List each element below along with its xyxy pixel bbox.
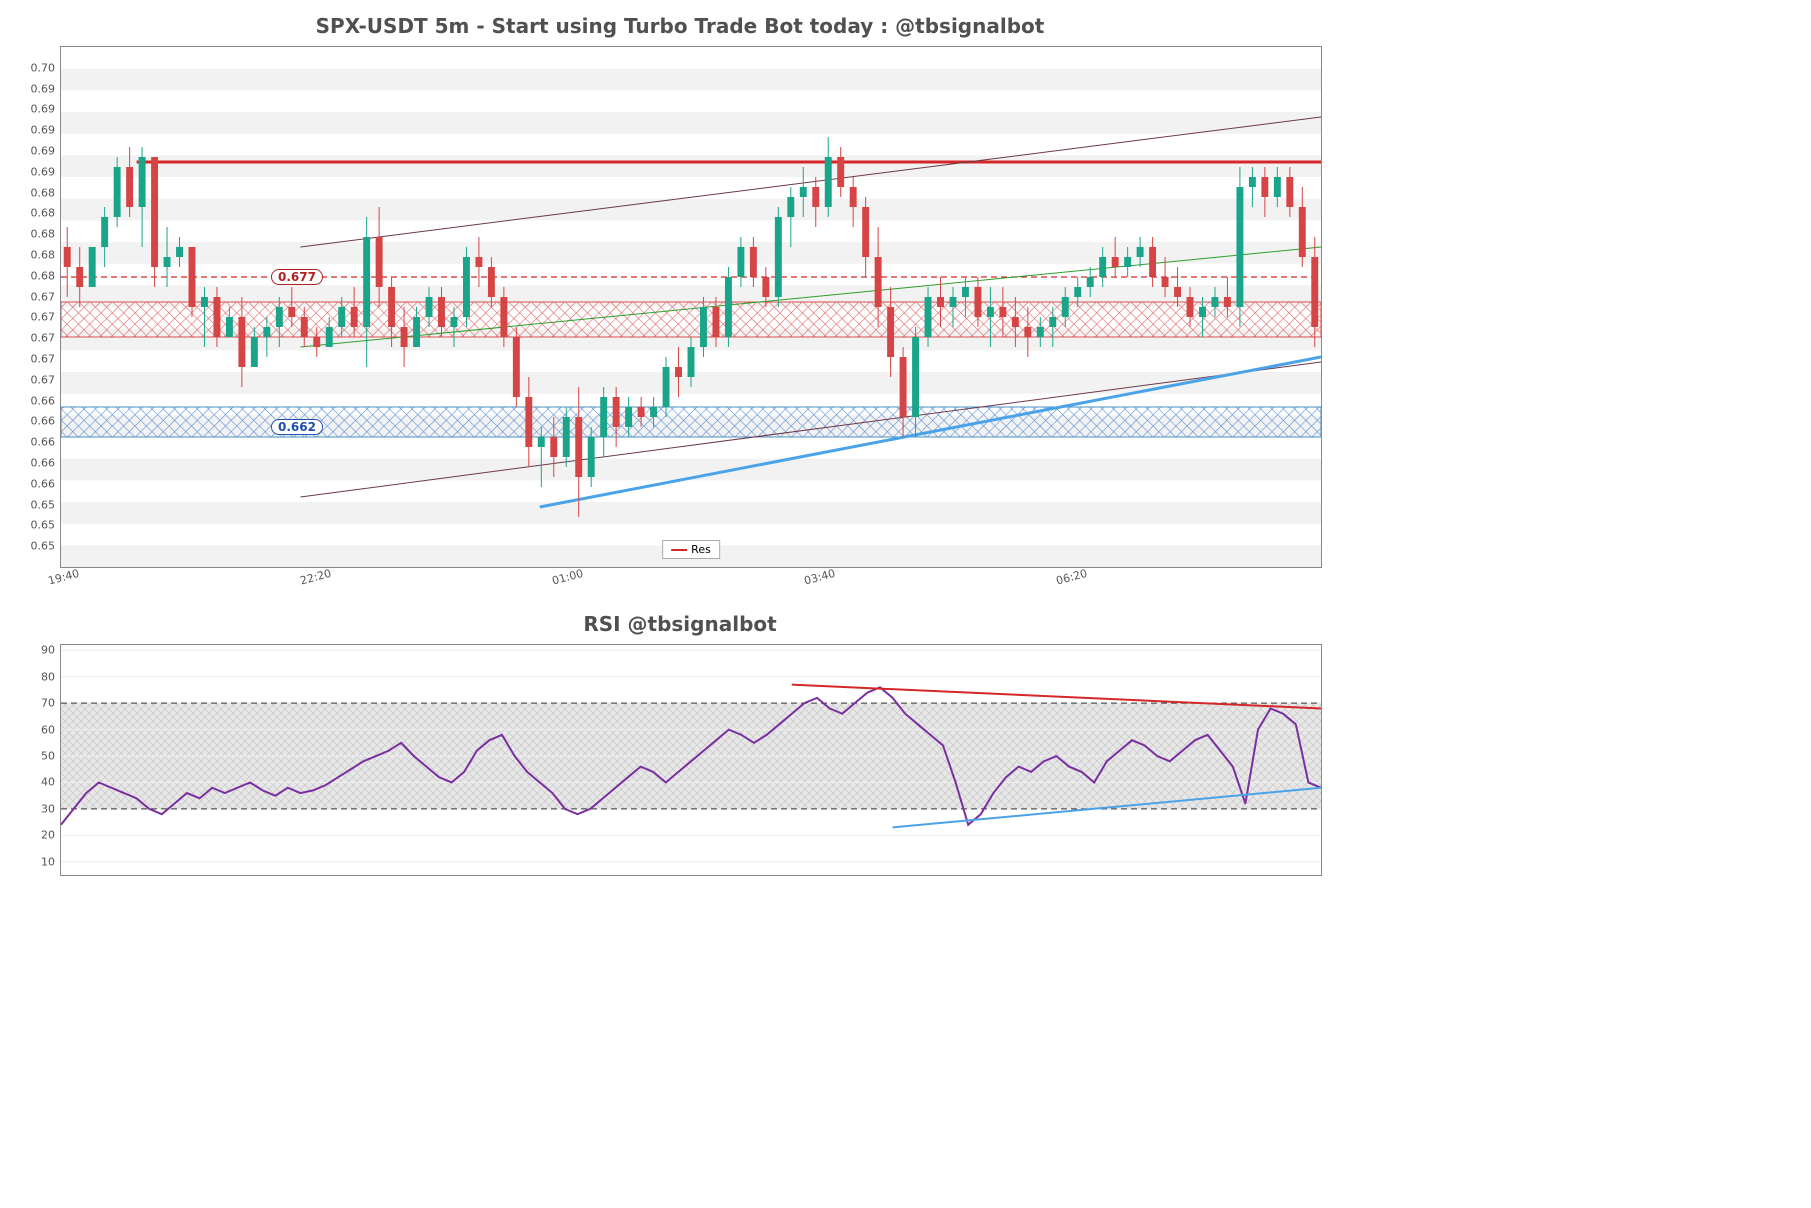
y-axis-tick: 0.67 xyxy=(31,290,62,303)
y-axis-tick: 0.66 xyxy=(31,436,62,449)
y-axis-tick: 0.66 xyxy=(31,415,62,428)
main-chart-svg xyxy=(61,47,1321,567)
y-axis-tick: 0.68 xyxy=(31,249,62,262)
rsi-y-tick: 90 xyxy=(41,644,61,657)
y-axis-tick: 0.69 xyxy=(31,165,62,178)
y-axis-tick: 0.65 xyxy=(31,519,62,532)
y-axis-tick: 0.68 xyxy=(31,207,62,220)
main-price-chart: Res 0.650.650.650.660.660.660.660.660.67… xyxy=(60,46,1322,568)
rsi-y-tick: 10 xyxy=(41,855,61,868)
main-chart-title: SPX-USDT 5m - Start using Turbo Trade Bo… xyxy=(10,14,1350,38)
y-axis-tick: 0.66 xyxy=(31,457,62,470)
y-axis-tick: 0.68 xyxy=(31,228,62,241)
price-tag: 0.662 xyxy=(271,419,323,435)
trading-chart-container: SPX-USDT 5m - Start using Turbo Trade Bo… xyxy=(10,14,1350,876)
y-axis-tick: 0.66 xyxy=(31,477,62,490)
rsi-y-tick: 50 xyxy=(41,750,61,763)
legend-box: Res xyxy=(662,540,720,559)
rsi-chart: 102030405060708090 xyxy=(60,644,1322,876)
rsi-y-tick: 40 xyxy=(41,776,61,789)
y-axis-tick: 0.69 xyxy=(31,124,62,137)
y-axis-tick: 0.66 xyxy=(31,394,62,407)
y-axis-tick: 0.69 xyxy=(31,82,62,95)
rsi-chart-title: RSI @tbsignalbot xyxy=(10,612,1350,636)
y-axis-tick: 0.65 xyxy=(31,540,62,553)
rsi-chart-svg xyxy=(61,645,1321,875)
y-axis-tick: 0.68 xyxy=(31,186,62,199)
y-axis-tick: 0.67 xyxy=(31,332,62,345)
y-axis-tick: 0.69 xyxy=(31,103,62,116)
y-axis-tick: 0.67 xyxy=(31,353,62,366)
price-tag: 0.677 xyxy=(271,269,323,285)
rsi-y-tick: 70 xyxy=(41,697,61,710)
y-axis-tick: 0.68 xyxy=(31,269,62,282)
y-axis-tick: 0.67 xyxy=(31,373,62,386)
y-axis-tick: 0.70 xyxy=(31,61,62,74)
legend-swatch xyxy=(671,549,687,551)
y-axis-tick: 0.65 xyxy=(31,498,62,511)
rsi-y-tick: 60 xyxy=(41,723,61,736)
legend-label: Res xyxy=(691,543,711,556)
rsi-y-tick: 80 xyxy=(41,670,61,683)
rsi-y-tick: 20 xyxy=(41,829,61,842)
y-axis-tick: 0.67 xyxy=(31,311,62,324)
rsi-y-tick: 30 xyxy=(41,802,61,815)
y-axis-tick: 0.69 xyxy=(31,145,62,158)
